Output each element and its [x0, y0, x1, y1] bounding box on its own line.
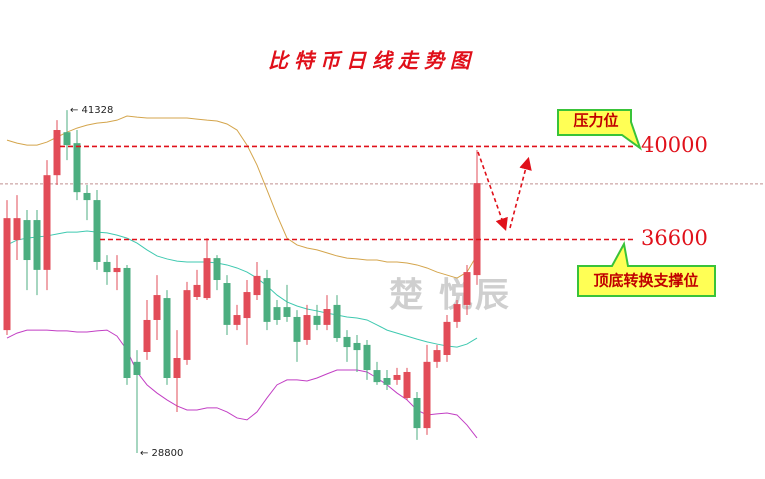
candle-body	[383, 377, 391, 385]
candle-body	[223, 283, 231, 325]
level-label: 36600	[641, 226, 708, 250]
watermark: 楚 悦辰	[389, 276, 511, 316]
chart-title: 比特币日线走势图	[268, 49, 476, 73]
candle-body	[453, 304, 461, 322]
candle-body	[343, 336, 351, 348]
callout: 压力位	[573, 112, 618, 130]
candle-body	[43, 175, 51, 270]
candle-body	[263, 278, 271, 322]
extreme-label: ← 28800	[140, 448, 183, 459]
band-line	[6, 329, 478, 439]
candle-body	[123, 267, 131, 378]
candle-body	[253, 275, 261, 296]
candle-body	[93, 200, 101, 262]
candle-body	[283, 307, 291, 317]
candle-body	[213, 258, 221, 281]
band-line	[6, 115, 478, 279]
candle-body	[133, 361, 141, 375]
projection-arrow	[509, 156, 532, 229]
candle-body	[393, 374, 401, 380]
candle-body	[473, 183, 481, 276]
candle-body	[443, 321, 451, 356]
candle-body	[243, 292, 251, 319]
candle-body	[363, 344, 371, 371]
candle-body	[183, 290, 191, 360]
candle-body	[173, 358, 181, 378]
candle-body	[103, 261, 111, 273]
candle-body	[63, 132, 71, 146]
candle-body	[373, 370, 381, 383]
plot: 40000 36600 ← 41328 ← 28800	[0, 105, 765, 459]
candle-body	[313, 315, 321, 325]
candle-body	[433, 350, 441, 362]
candle-body	[113, 267, 121, 273]
candle-body	[33, 220, 41, 270]
candle-body	[233, 315, 241, 325]
candle-body	[83, 192, 91, 201]
candle-body	[73, 143, 81, 193]
candle-body	[153, 295, 161, 320]
candle-body	[303, 315, 311, 340]
candle-body	[323, 309, 331, 325]
candle-body	[13, 218, 21, 241]
projection-arrow	[477, 151, 508, 232]
extreme-label: ← 41328	[70, 105, 113, 116]
candle-body	[413, 397, 421, 429]
candle-body	[293, 316, 301, 342]
candle-body	[463, 272, 471, 305]
candle-body	[423, 361, 431, 429]
candle-body	[163, 298, 171, 378]
callout-box	[577, 241, 716, 297]
callout: 顶底转换支撑位	[593, 272, 698, 290]
candle-body	[143, 319, 151, 352]
candle-body	[353, 342, 361, 351]
level-label: 40000	[641, 133, 708, 157]
candle-body	[203, 258, 211, 299]
candle-body	[53, 130, 61, 176]
candle-body	[23, 220, 31, 261]
candle-body	[3, 218, 11, 331]
candle-body	[273, 307, 281, 320]
candle-body	[403, 371, 411, 398]
candle-body	[333, 304, 341, 339]
callout-box	[557, 109, 642, 151]
candle-body	[193, 284, 201, 297]
band-line	[6, 230, 478, 348]
